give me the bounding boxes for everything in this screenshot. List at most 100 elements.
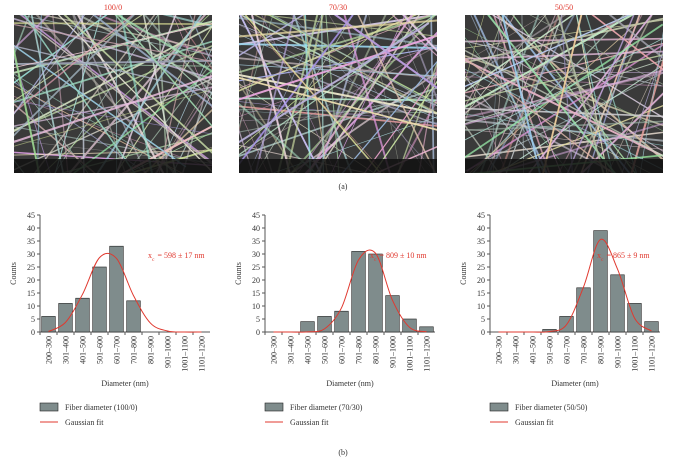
fiber — [285, 15, 324, 173]
fiber — [521, 15, 524, 173]
bar — [576, 287, 591, 333]
fiber — [143, 15, 212, 96]
fiber — [155, 85, 212, 173]
fiber — [309, 15, 387, 173]
y-axis-label: Counts — [9, 262, 18, 285]
y-tick-label: 40 — [252, 224, 260, 233]
fiber — [239, 15, 354, 166]
fiber — [14, 15, 135, 137]
x-tick-label: 301–400 — [287, 336, 296, 364]
legend-label: Gaussian fit — [290, 418, 329, 427]
fiber — [542, 15, 583, 173]
fiber — [315, 15, 420, 173]
bar — [368, 253, 383, 333]
fiber — [271, 15, 437, 107]
x-tick-label: 1101–1200 — [648, 336, 657, 372]
fiber — [39, 15, 212, 51]
fiber — [115, 15, 177, 173]
info-bar — [14, 159, 212, 173]
fiber — [239, 15, 418, 92]
fiber — [239, 19, 437, 38]
legend-swatch — [489, 402, 509, 412]
y-tick-label: 15 — [477, 289, 485, 298]
fiber — [14, 15, 51, 50]
x-tick-label: 501–600 — [96, 336, 105, 364]
annotation-symbol: x — [370, 251, 374, 260]
fiber — [81, 15, 85, 173]
x-tick-label: 200–300 — [270, 336, 279, 364]
fiber — [155, 79, 212, 173]
fiber — [239, 24, 437, 131]
fiber — [239, 15, 429, 89]
fiber — [465, 69, 663, 126]
bar — [75, 297, 90, 333]
fiber — [126, 61, 212, 173]
fiber — [239, 15, 322, 173]
fiber — [608, 15, 663, 59]
fiber — [18, 15, 212, 56]
legend-label: Fiber diameter (50/50) — [515, 403, 588, 412]
y-tick-label: 20 — [252, 276, 260, 285]
y-tick-label: 0 — [31, 328, 35, 337]
x-tick-label: 301–400 — [62, 336, 71, 364]
fiber — [465, 15, 545, 63]
gaussian-fit — [48, 252, 202, 333]
legend-label: Gaussian fit — [65, 418, 104, 427]
x-tick-label: 1001–1100 — [631, 336, 640, 372]
fiber — [291, 15, 437, 173]
fiber — [465, 76, 547, 173]
y-axis-label: Counts — [234, 262, 243, 285]
sem-image — [239, 15, 437, 173]
fiber — [391, 15, 437, 57]
y-tick-label: 10 — [27, 302, 35, 311]
x-tick-label: 200–300 — [495, 336, 504, 364]
y-tick-label: 20 — [27, 276, 35, 285]
fiber — [267, 15, 437, 104]
fiber — [14, 74, 212, 143]
fiber — [557, 15, 605, 173]
y-tick-label: 35 — [27, 237, 35, 246]
fiber — [465, 28, 663, 132]
fiber — [239, 128, 254, 173]
fiber — [121, 125, 212, 173]
fiber — [72, 15, 126, 173]
x-tick-label: 601–700 — [113, 336, 122, 364]
fiber — [239, 101, 437, 124]
x-tick-label: 1001–1100 — [406, 336, 415, 372]
fiber — [36, 15, 42, 173]
x-tick-label: 701–800 — [130, 336, 139, 364]
y-tick-label: 40 — [477, 224, 485, 233]
x-tick-label: 601–700 — [563, 336, 572, 364]
y-tick-label: 5 — [31, 315, 35, 324]
bar — [317, 316, 332, 333]
y-tick-label: 35 — [252, 237, 260, 246]
fiber — [114, 15, 212, 128]
fiber — [239, 63, 273, 173]
fiber — [14, 73, 179, 173]
x-axis-label: Diameter (nm) — [551, 379, 599, 388]
fiber — [591, 15, 663, 71]
y-tick-label: 20 — [477, 276, 485, 285]
fiber — [396, 98, 437, 173]
fiber — [239, 15, 274, 128]
annotation-text: = 598 ± 17 nm — [157, 251, 205, 260]
y-tick-label: 45 — [477, 211, 485, 220]
annotation: xc = 865 ± 9 nm — [597, 251, 650, 263]
y-tick-label: 10 — [477, 302, 485, 311]
fiber — [465, 76, 663, 87]
bar — [402, 318, 417, 333]
annotation: xc = 809 ± 10 nm — [370, 251, 427, 263]
x-tick-label: 501–600 — [546, 336, 555, 364]
fiber — [586, 15, 640, 173]
x-tick-label: 401–500 — [304, 336, 313, 364]
fiber — [239, 22, 430, 144]
fiber — [239, 108, 437, 114]
bar — [593, 230, 608, 333]
fiber — [239, 15, 437, 115]
fiber — [325, 15, 340, 173]
fiber — [239, 110, 437, 123]
y-tick-label: 35 — [477, 237, 485, 246]
y-tick-label: 25 — [27, 263, 35, 272]
x-tick-label: 200–300 — [45, 336, 54, 364]
fiber — [465, 50, 663, 60]
